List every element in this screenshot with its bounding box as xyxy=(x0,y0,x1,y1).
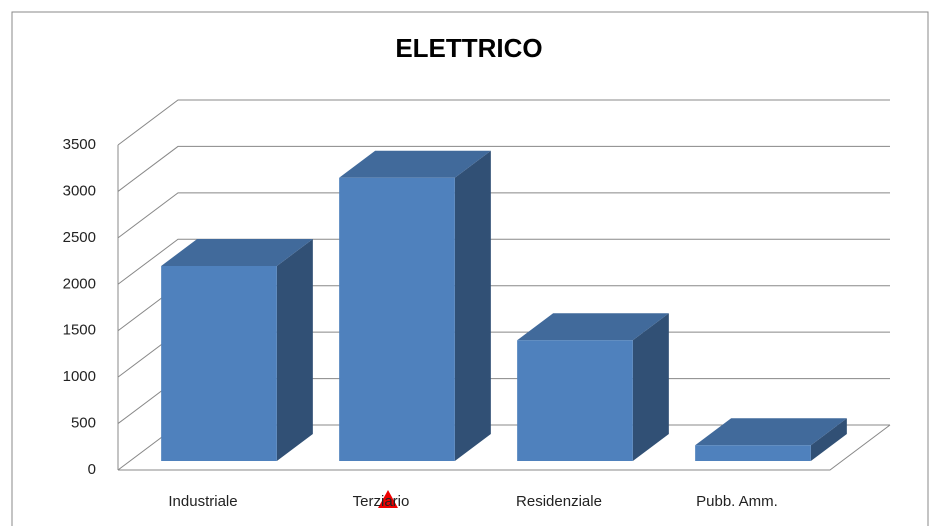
bar-front xyxy=(695,445,811,461)
x-tick-label: Terziario xyxy=(353,493,410,510)
bar-side xyxy=(810,418,847,461)
y-tick-label: 1500 xyxy=(63,322,96,339)
bar-side xyxy=(276,239,313,461)
bar xyxy=(339,150,491,462)
grid-line xyxy=(117,238,890,285)
bar xyxy=(161,239,313,461)
y-tick-label: 500 xyxy=(71,415,96,432)
pointer-arrow xyxy=(378,490,398,508)
grid-line xyxy=(117,99,890,146)
y-tick-label: 3500 xyxy=(63,136,96,153)
bar-top xyxy=(339,150,491,178)
bar-front xyxy=(339,177,455,462)
bar xyxy=(695,418,847,461)
bar-top xyxy=(517,313,669,341)
bar-top xyxy=(161,239,313,266)
grid-line xyxy=(117,145,890,192)
y-tick-label: 1000 xyxy=(63,368,96,385)
bar-front xyxy=(161,266,277,461)
bar xyxy=(517,313,669,461)
y-tick-label: 0 xyxy=(88,461,96,478)
grid-line xyxy=(117,192,890,239)
y-tick-label: 2500 xyxy=(63,229,96,246)
y-tick-label: 2000 xyxy=(63,275,96,292)
bar-side xyxy=(454,150,491,462)
bar-side xyxy=(632,313,669,461)
floor xyxy=(118,424,891,471)
y-tick-label: 3000 xyxy=(63,182,96,199)
bar-top xyxy=(695,418,847,446)
x-tick-label: Industriale xyxy=(168,493,237,510)
chart-title: ELETTRICO xyxy=(395,33,542,63)
bar-front xyxy=(517,340,633,461)
x-tick-label: Pubb. Amm. xyxy=(696,493,778,510)
x-tick-label: Residenziale xyxy=(516,493,602,510)
